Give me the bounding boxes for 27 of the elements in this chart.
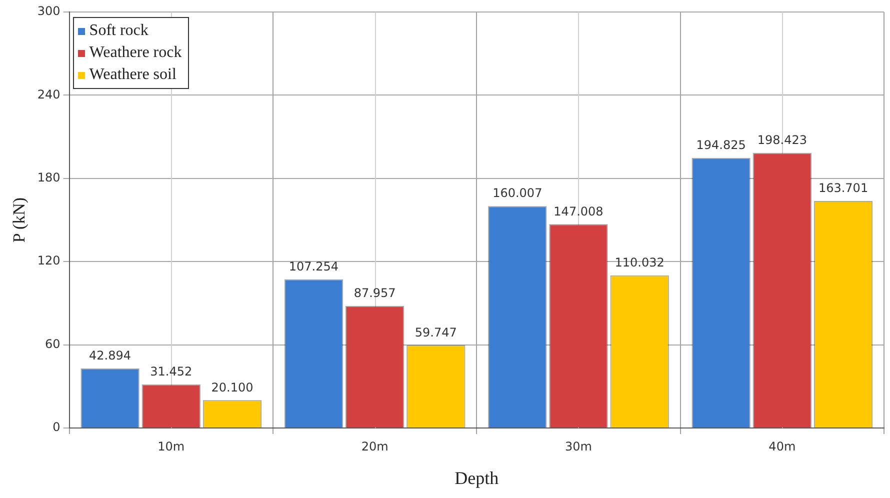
x-tick-label: 10m	[158, 439, 185, 454]
text: 20.100	[211, 380, 254, 394]
y-tick-label: 0	[52, 420, 60, 434]
y-tick-label: 180	[37, 170, 60, 185]
text: 87.957	[354, 286, 396, 300]
text: 110.032	[614, 256, 664, 270]
legend-label: Weathere soil	[88, 65, 178, 85]
legend-label: Soft rock	[88, 21, 150, 41]
text: 198.423	[757, 132, 807, 147]
text: 107.254	[288, 259, 339, 274]
y-axis-title: P (kN)	[10, 197, 29, 243]
text: 31.452	[150, 364, 192, 379]
text: 42.894	[89, 348, 132, 363]
x-tick-label: 20m	[361, 439, 388, 454]
y-tick-label: 60	[45, 336, 60, 351]
text: 147.008	[554, 204, 604, 218]
x-tick-label: 30m	[565, 439, 592, 454]
y-tick-label: 300	[37, 4, 60, 18]
text: 160.007	[492, 186, 542, 200]
text: 194.825	[696, 138, 746, 152]
x-tick-label: 40m	[768, 439, 796, 454]
legend-label: Weathere rock	[88, 43, 182, 63]
text: 163.701	[818, 181, 868, 196]
x-axis-title: Depth	[454, 468, 499, 488]
text: 59.747	[414, 325, 457, 340]
y-tick-label: 240	[37, 87, 60, 102]
y-tick-label: 120	[37, 254, 60, 268]
